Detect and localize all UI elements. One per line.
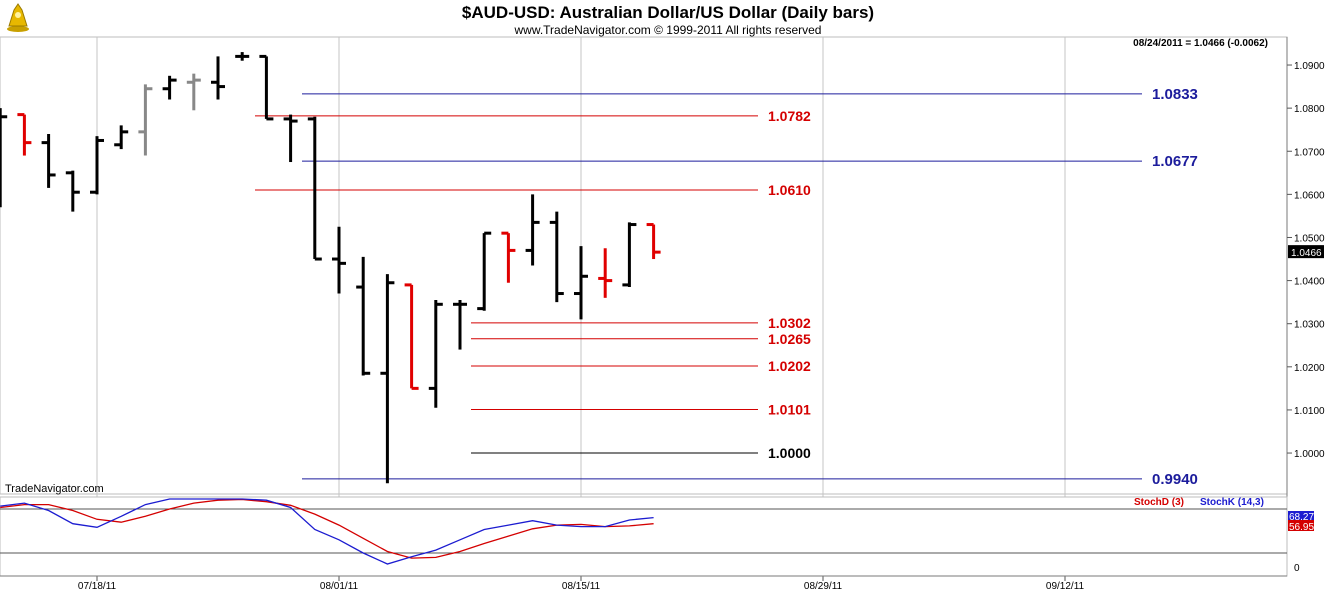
price-bar <box>501 231 516 283</box>
price-bar <box>162 75 177 100</box>
logo-icon <box>7 3 29 32</box>
level-label: 1.0833 <box>1152 86 1198 103</box>
y-tick-label: 1.0100 <box>1294 406 1325 417</box>
chart-title: $AUD-USD: Australian Dollar/US Dollar (D… <box>462 3 874 22</box>
x-tick-label: 09/12/11 <box>1046 581 1085 592</box>
price-bar <box>17 113 32 156</box>
level-label: 0.9940 <box>1152 471 1198 488</box>
level-label: 1.0782 <box>768 108 811 124</box>
legend-stoch-k: StochK (14,3) <box>1200 497 1264 508</box>
level-label: 1.0265 <box>768 331 811 347</box>
price-bar <box>332 226 346 294</box>
price-readout: 08/24/2011 = 1.0466 (-0.0062) <box>1133 38 1268 49</box>
stoch-line-k <box>0 498 654 565</box>
price-bar <box>598 248 613 298</box>
price-bar <box>428 299 443 408</box>
level-label: 1.0610 <box>768 182 811 198</box>
date-axis: 07/18/11 08/01/11 08/15/11 08/29/11 09/12/11 <box>0 575 1287 592</box>
price-bar <box>211 56 225 100</box>
stoch-line-d <box>0 498 654 559</box>
price-bar <box>453 299 467 350</box>
watermark: TradeNavigator.com <box>5 483 104 495</box>
stoch-d-value: 56.95 <box>1289 522 1314 533</box>
price-bar <box>404 283 419 390</box>
y-tick-label: 1.0400 <box>1294 277 1325 288</box>
y-tick-label: 1.0700 <box>1294 147 1325 158</box>
y-tick-label: 1.0600 <box>1294 190 1325 201</box>
y-tick-label: 1.0200 <box>1294 363 1325 374</box>
stochastic-panel <box>0 496 1288 577</box>
x-tick-label: 08/01/11 <box>320 581 359 592</box>
x-tick-label: 07/18/11 <box>78 581 117 592</box>
price-bar <box>138 84 153 156</box>
price-bar <box>235 52 250 61</box>
level-label: 1.0101 <box>768 401 811 417</box>
level-label: 1.0202 <box>768 358 811 374</box>
stoch-value-tags: 68.27 56.95 <box>1288 511 1314 533</box>
y-tick-label: 1.0900 <box>1294 61 1325 72</box>
price-bar <box>622 222 637 288</box>
price-bar <box>114 125 129 150</box>
stochastic-lines <box>0 498 654 565</box>
level-label: 1.0302 <box>768 315 811 331</box>
y-tick-label: 1.0500 <box>1294 233 1325 244</box>
main-plot-area <box>0 36 1288 495</box>
price-bar <box>646 223 661 260</box>
price-bar <box>283 114 298 163</box>
price-bar <box>549 211 564 303</box>
stoch-axis-zero: 0 <box>1294 563 1300 574</box>
legend-stoch-d: StochD (3) <box>1134 497 1184 508</box>
price-axis-ticks: 1.0900 1.0800 1.0700 1.0600 1.0500 1.0400 1.03… <box>1287 61 1325 460</box>
level-label: 1.0677 <box>1152 153 1198 170</box>
price-bar <box>186 73 201 111</box>
level-label: 1.0000 <box>768 445 811 461</box>
price-bar <box>0 108 8 208</box>
price-bar <box>477 231 492 311</box>
price-bar <box>574 246 588 320</box>
price-bar <box>356 256 371 376</box>
price-bars <box>0 52 661 484</box>
price-bar <box>525 194 540 266</box>
price-bar <box>380 274 395 484</box>
price-bar <box>65 170 80 212</box>
y-tick-label: 1.0800 <box>1294 104 1325 115</box>
last-price-label: 1.0466 <box>1291 248 1322 259</box>
last-price-tag: 1.0466 <box>1288 245 1324 259</box>
vertical-gridlines <box>96 37 1066 576</box>
price-bar <box>90 136 104 195</box>
price-bar <box>307 116 322 261</box>
y-tick-label: 1.0000 <box>1294 449 1325 460</box>
x-tick-label: 08/29/11 <box>804 581 843 592</box>
stoch-k-value: 68.27 <box>1289 512 1314 523</box>
x-tick-label: 08/15/11 <box>562 581 601 592</box>
y-tick-label: 1.0300 <box>1294 320 1325 331</box>
chart-subtitle: www.TradeNavigator.com © 1999-2011 All r… <box>514 23 822 37</box>
price-bar <box>259 54 274 121</box>
price-bar <box>41 134 56 188</box>
